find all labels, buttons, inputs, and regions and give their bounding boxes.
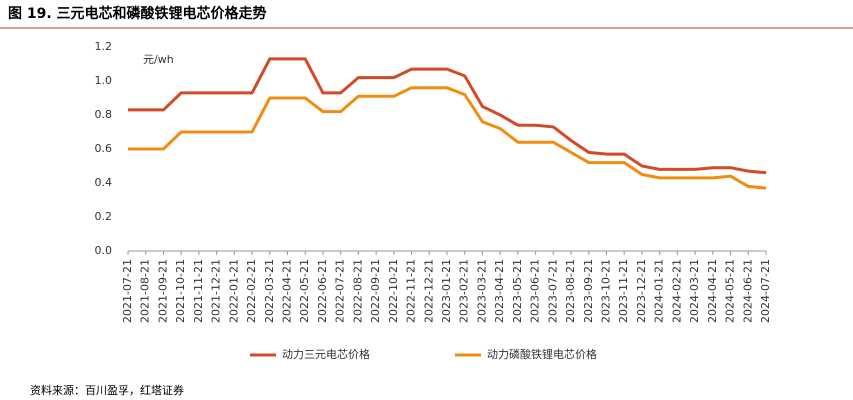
x-tick-label: 2022-05-21 (298, 259, 311, 323)
x-tick-label: 2022-03-21 (263, 259, 276, 323)
x-tick-label: 2023-10-21 (600, 259, 613, 323)
y-tick-label: 0.4 (95, 176, 113, 189)
x-tick-label: 2021-10-21 (174, 259, 187, 323)
x-tick-label: 2022-07-21 (334, 259, 347, 323)
x-tick-label: 2021-11-21 (192, 259, 205, 323)
x-tick-label: 2024-02-21 (670, 259, 683, 323)
y-tick-label: 1.0 (95, 74, 113, 87)
series-line (128, 57, 767, 175)
x-tick-label: 2022-09-21 (369, 259, 382, 323)
x-tick-label: 2021-12-21 (210, 259, 223, 323)
x-tick-label: 2023-04-21 (493, 259, 506, 323)
x-tick-label: 2023-12-21 (635, 259, 648, 323)
y-tick-label: 1.2 (95, 40, 113, 53)
x-tick-label: 2023-09-21 (582, 259, 595, 323)
x-tick-label: 2023-02-21 (458, 259, 471, 323)
y-tick-label: 0.2 (95, 210, 113, 223)
x-tick-label: 2024-01-21 (653, 259, 666, 323)
x-tick-label: 2022-10-21 (387, 259, 400, 323)
x-tick-label: 2023-01-21 (440, 259, 453, 323)
x-tick-label: 2024-05-21 (724, 259, 737, 323)
x-tick-label: 2023-06-21 (529, 259, 542, 323)
legend-label: 动力磷酸铁锂电芯价格 (487, 347, 597, 361)
x-tick-label: 2022-02-21 (245, 259, 258, 323)
y-tick-label: 0.0 (95, 244, 113, 257)
x-tick-label: 2021-08-21 (139, 259, 152, 323)
x-tick-label: 2021-09-21 (156, 259, 169, 323)
x-tick-label: 2022-01-21 (227, 259, 240, 323)
x-tick-label: 2023-11-21 (617, 259, 630, 323)
x-tick-label: 2022-06-21 (316, 259, 329, 323)
series-line (128, 86, 767, 190)
x-tick-label: 2022-04-21 (281, 259, 294, 323)
x-tick-label: 2024-06-21 (741, 259, 754, 323)
y-tick-label: 0.6 (95, 142, 113, 155)
legend-label: 动力三元电芯价格 (282, 347, 370, 361)
y-axis-label: 元/wh (143, 53, 174, 66)
x-tick-label: 2022-12-21 (422, 259, 435, 323)
x-tick-label: 2023-03-21 (475, 259, 488, 323)
x-tick-label: 2022-11-21 (405, 259, 418, 323)
x-tick-label: 2023-05-21 (511, 259, 524, 323)
source: 资料来源：百川盈孚，红塔证券 (30, 383, 184, 397)
y-tick-label: 0.8 (95, 108, 113, 121)
x-tick-label: 2021-07-21 (121, 259, 134, 323)
x-tick-label: 2024-03-21 (688, 259, 701, 323)
x-tick-label: 2024-07-21 (759, 259, 772, 323)
x-tick-label: 2024-04-21 (706, 259, 719, 323)
x-tick-label: 2023-07-21 (546, 259, 559, 323)
x-tick-label: 2022-08-21 (351, 259, 364, 323)
x-tick-label: 2023-08-21 (564, 259, 577, 323)
chart-title: 图 19. 三元电芯和磷酸铁锂电芯价格走势 (8, 5, 267, 22)
